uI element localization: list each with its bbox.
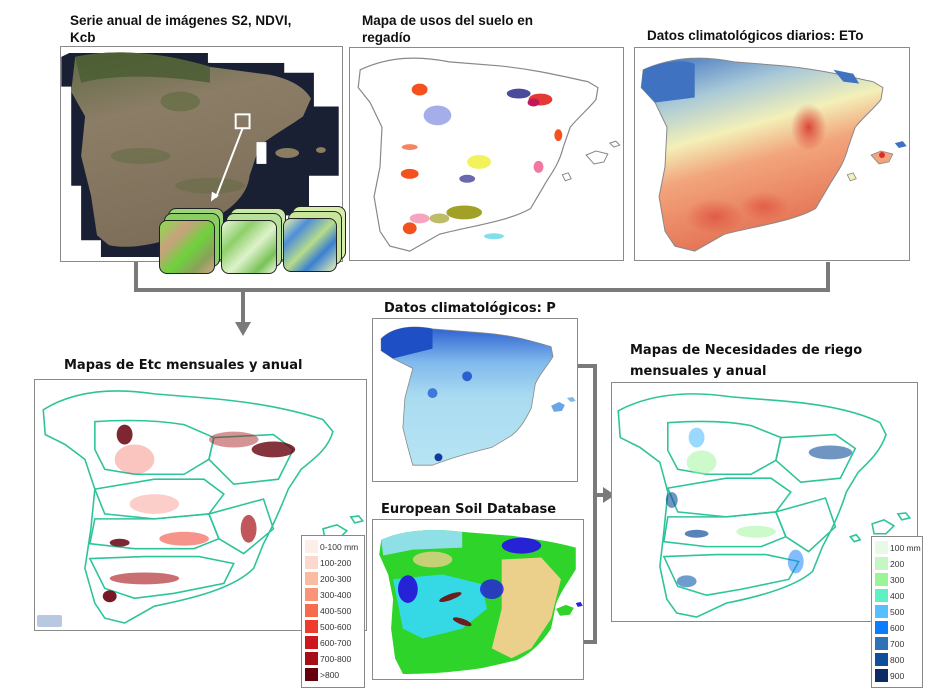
title-land-use: Mapa de usos del suelo en regadío — [362, 13, 534, 45]
connector-bus-left-drop — [134, 262, 138, 292]
region-borders — [617, 393, 912, 618]
legend-etc-item: 600-700 — [305, 635, 362, 650]
scale-bar-widget[interactable] — [37, 615, 62, 627]
legend-etc-item: 0-100 mm — [305, 539, 362, 554]
connector-vertical-merge — [593, 364, 597, 644]
panel-precip — [372, 318, 578, 482]
legend-needs-item: 600 — [875, 620, 920, 635]
title-precip: Datos climatológicos: P — [384, 301, 556, 316]
land-use-patches — [400, 83, 563, 240]
panel-eto — [634, 47, 910, 261]
panel-soil — [372, 519, 584, 680]
legend-etc-item: 300-400 — [305, 587, 362, 602]
legend-needs-item: 500 — [875, 604, 920, 619]
legend-etc-item: 500-600 — [305, 619, 362, 634]
legend-needs: 100 mm 200 300 400 500 600 700 800 900 — [871, 536, 923, 688]
connector-to-needs — [597, 493, 605, 497]
legend-etc-item: 400-500 — [305, 603, 362, 618]
etc-intensity-patches — [102, 424, 296, 603]
panel-land-use — [349, 47, 624, 261]
legend-needs-item: 100 mm — [875, 540, 921, 555]
irrigation-needs-map-image — [617, 393, 912, 618]
title-eto: Datos climatológicos diarios: ETo — [647, 28, 864, 43]
panel-etc-maps — [34, 379, 367, 631]
legend-needs-item: 700 — [875, 636, 920, 651]
eto-map-image — [640, 57, 907, 252]
connector-soil-out — [583, 640, 597, 644]
arrow-down-to-etc — [235, 322, 251, 336]
etc-map-image — [42, 390, 365, 624]
legend-etc: 0-100 mm 100-200 200-300 300-400 400-500… — [301, 535, 365, 688]
connector-bus-right-drop — [826, 262, 830, 292]
legend-etc-item: 700-800 — [305, 651, 362, 666]
connector-precip-out — [577, 364, 597, 368]
title-etc-maps: Mapas de Etc mensuales y anual — [64, 358, 303, 373]
soil-map-image — [379, 529, 583, 675]
legend-etc-item: 200-300 — [305, 571, 362, 586]
needs-intensity-patches — [665, 427, 853, 588]
panel-irrigation-needs — [611, 382, 918, 622]
title-soil: European Soil Database — [381, 502, 557, 517]
connector-bus-mid-drop — [241, 290, 245, 324]
legend-needs-item: 800 — [875, 652, 920, 667]
legend-etc-item: >800 — [305, 667, 362, 682]
precip-map-image — [380, 326, 576, 466]
land-use-map-image — [357, 57, 621, 252]
region-borders — [42, 390, 365, 624]
legend-needs-item: 400 — [875, 588, 920, 603]
legend-needs-item: 900 — [875, 668, 920, 683]
connector-bus-horizontal — [134, 288, 830, 292]
legend-needs-item: 300 — [875, 572, 920, 587]
legend-etc-item: 100-200 — [305, 555, 362, 570]
title-irrigation-needs: Mapas de Necesidades de riego mensuales … — [630, 343, 863, 379]
title-s2-series: Serie anual de imágenes S2, NDVI, Kcb — [70, 13, 292, 45]
legend-needs-item: 200 — [875, 556, 920, 571]
